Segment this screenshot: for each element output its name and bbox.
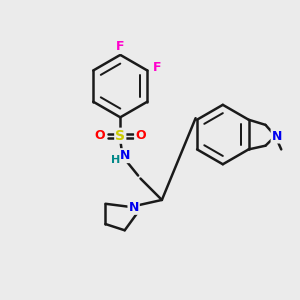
Text: O: O: [95, 129, 105, 142]
Text: F: F: [116, 40, 124, 53]
Text: O: O: [135, 129, 146, 142]
Text: N: N: [128, 201, 139, 214]
Text: F: F: [153, 61, 161, 74]
Text: S: S: [115, 129, 125, 143]
Text: N: N: [120, 149, 130, 162]
Text: N: N: [272, 130, 282, 142]
Text: H: H: [111, 154, 120, 164]
